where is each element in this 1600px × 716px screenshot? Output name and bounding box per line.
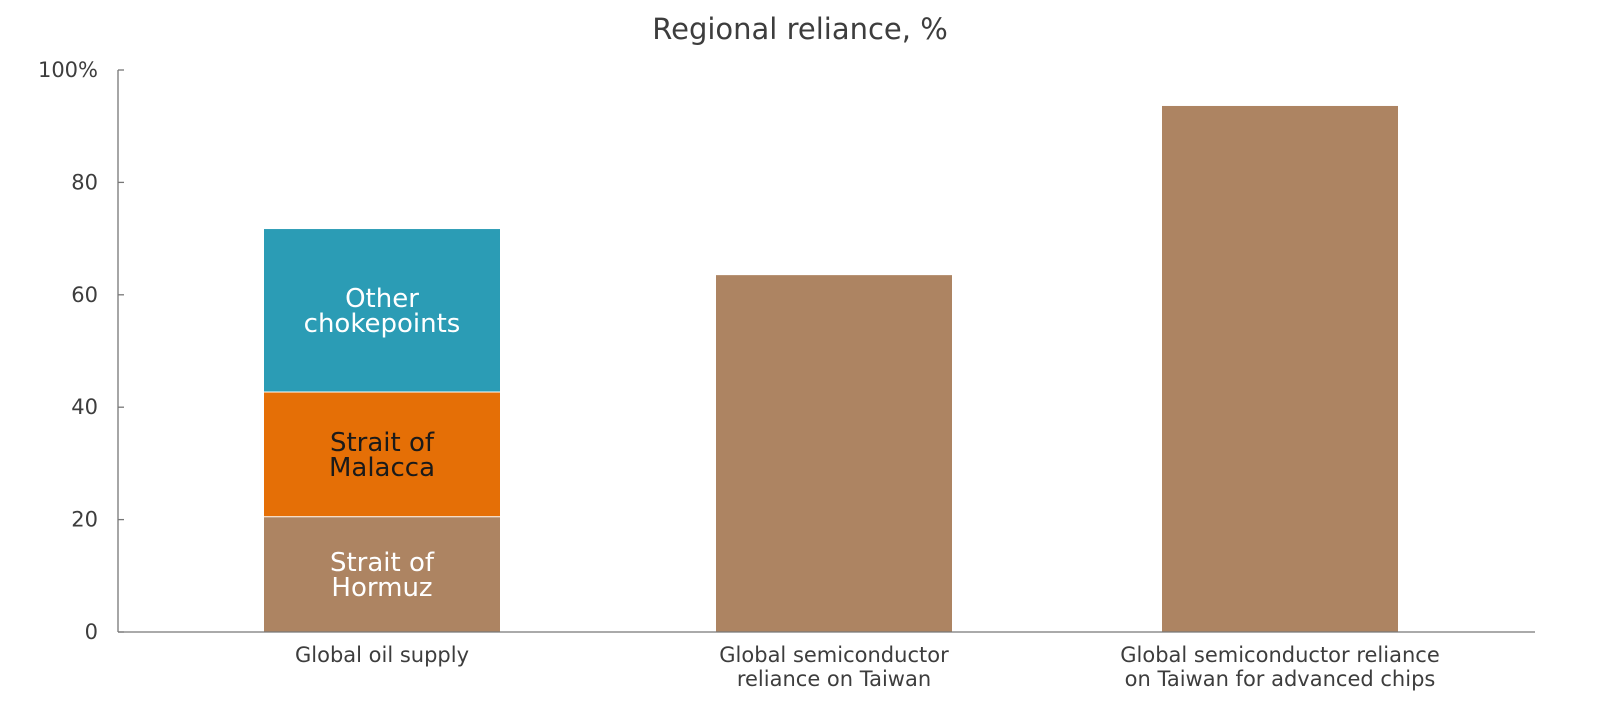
- y-tick-label: 20: [71, 508, 98, 532]
- stack-segment-label: chokepoints: [304, 309, 461, 339]
- bar-0: [716, 275, 952, 632]
- stack-segment-label: Hormuz: [331, 573, 432, 603]
- y-tick-label: 0: [85, 620, 98, 644]
- stack-segment-label: Strait of: [330, 548, 435, 578]
- y-tick-label: 100%: [38, 58, 98, 82]
- bar-1: [1162, 105, 1398, 632]
- stack-segment-label: Malacca: [329, 453, 435, 483]
- stack-segment-2: [264, 229, 500, 393]
- chart-title: Regional reliance, %: [652, 12, 948, 46]
- x-tick-label: Global oil supply: [295, 643, 469, 667]
- x-tick-label: Global semiconductor: [719, 643, 949, 667]
- x-tick-label: on Taiwan for advanced chips: [1125, 667, 1436, 691]
- y-tick-label: 60: [71, 283, 98, 307]
- x-tick-label: Global semiconductor reliance: [1120, 643, 1440, 667]
- stack-segment-0: [264, 516, 500, 632]
- x-tick-label: reliance on Taiwan: [737, 667, 931, 691]
- stack-segment-label: Strait of: [330, 428, 435, 458]
- y-tick-label: 40: [71, 395, 98, 419]
- y-tick-label: 80: [71, 170, 98, 194]
- stack-segment-1: [264, 392, 500, 517]
- stack-segment-label: Other: [345, 284, 419, 314]
